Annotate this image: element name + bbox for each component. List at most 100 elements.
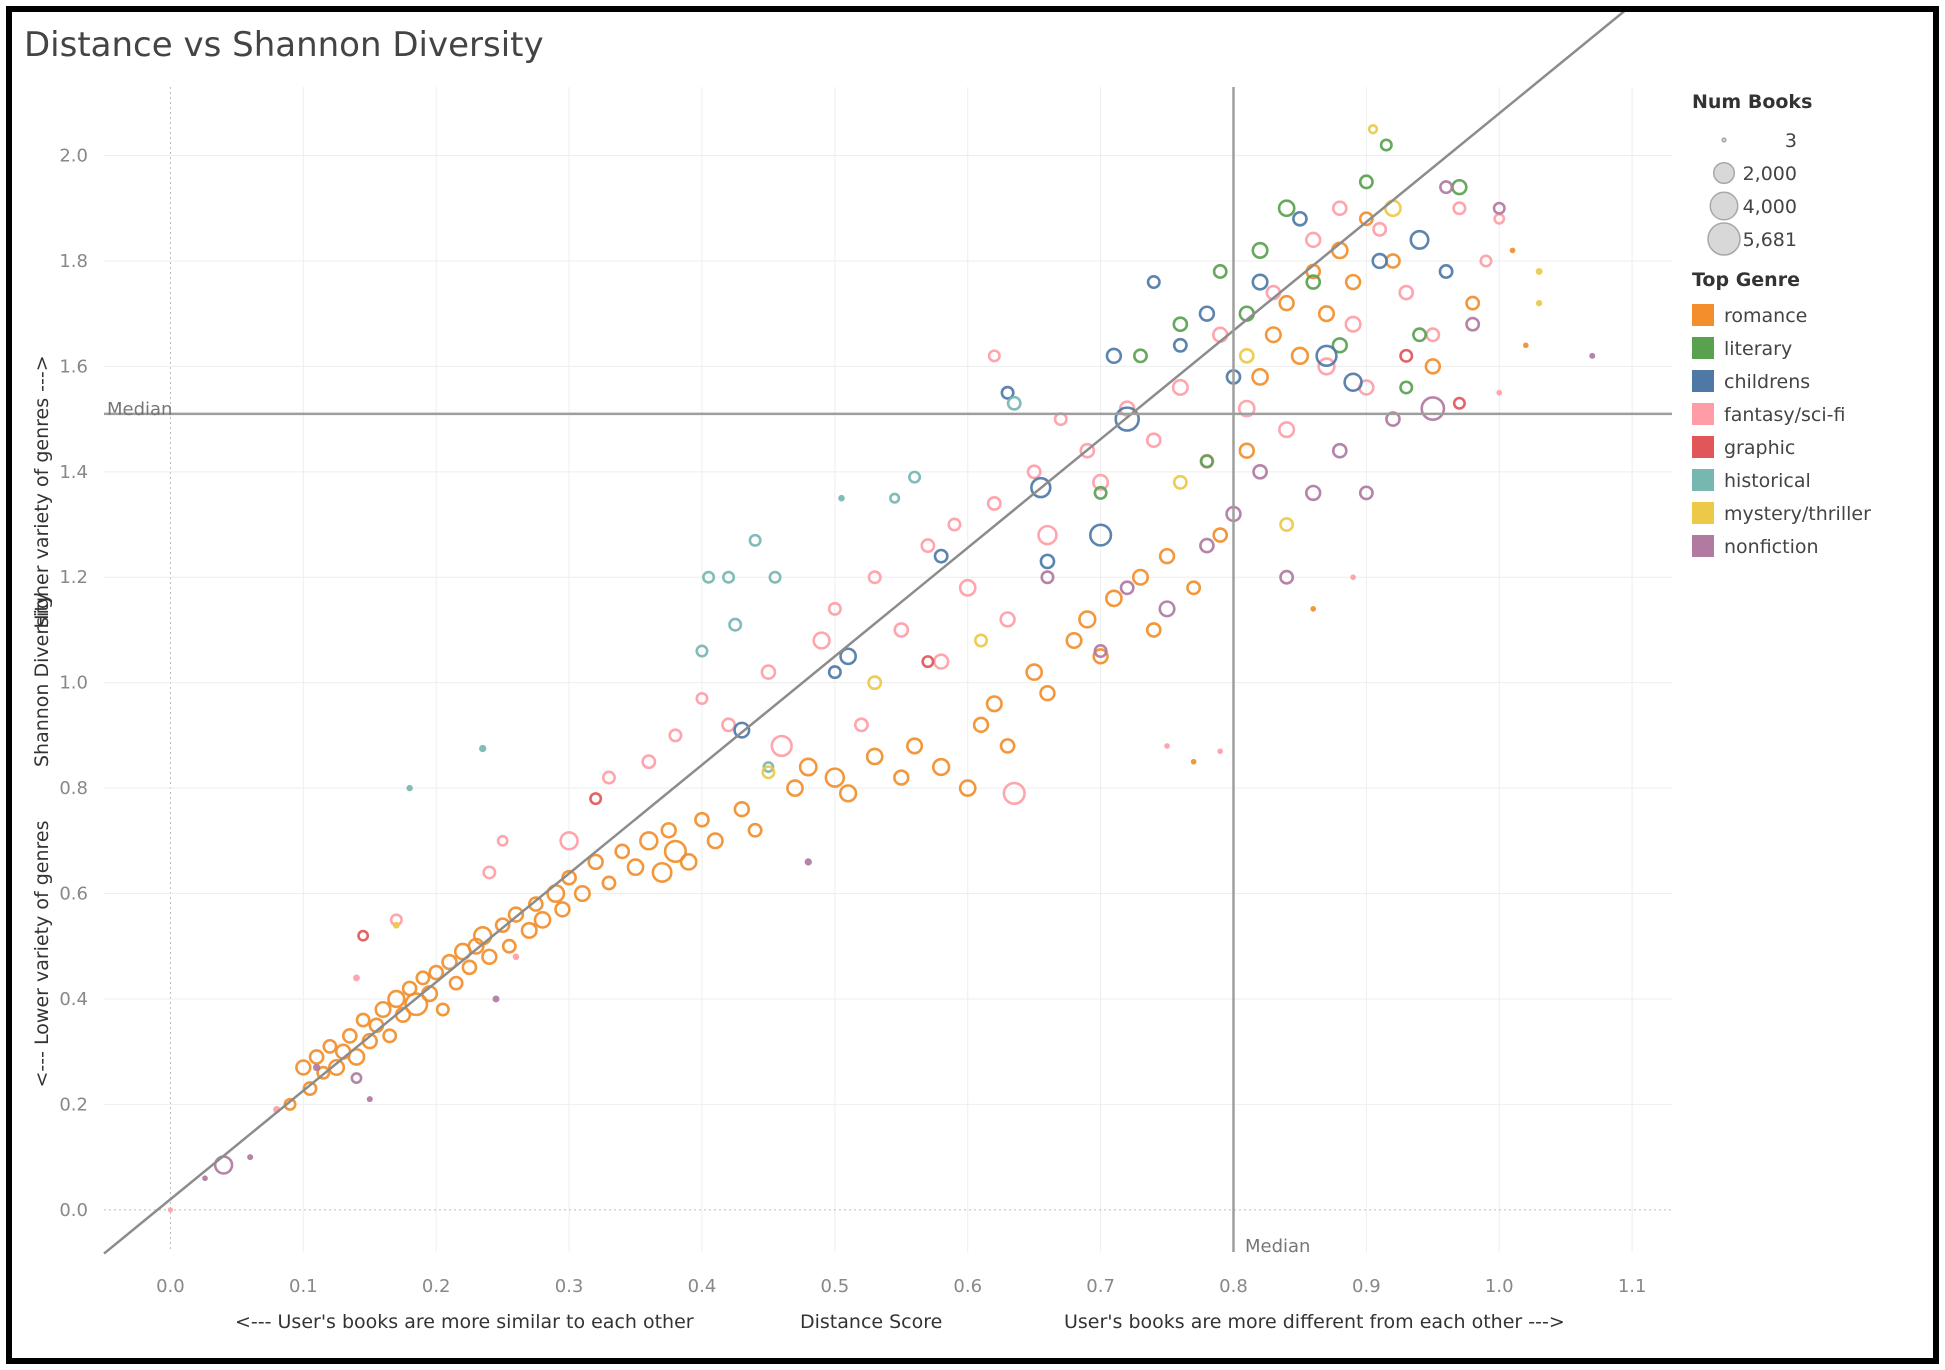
y-tick-label: 1.6 xyxy=(59,356,88,377)
data-point-fantasyscifi xyxy=(559,831,579,851)
data-point-romance xyxy=(660,822,677,839)
x-tick-label: 1.1 xyxy=(1618,1276,1647,1297)
data-point-nonfiction xyxy=(1331,442,1348,459)
data-point-nonfiction xyxy=(1589,352,1596,359)
data-point-graphic xyxy=(357,929,370,942)
x-tick-label: 0.8 xyxy=(1219,1276,1248,1297)
data-point-mysterythriller xyxy=(761,765,776,780)
data-point-childrens xyxy=(1292,210,1308,227)
data-point-fantasyscifi xyxy=(1217,748,1224,755)
data-point-fantasyscifi xyxy=(668,728,683,743)
data-point-fantasyscifi xyxy=(893,622,910,638)
data-point-romance xyxy=(786,779,804,797)
data-point-mysterythriller xyxy=(1535,268,1543,275)
data-point-fantasyscifi xyxy=(1053,412,1068,427)
data-point-romance xyxy=(1105,589,1123,608)
data-point-romance xyxy=(1522,342,1529,349)
data-point-romance xyxy=(1238,442,1255,459)
size-legend-circle xyxy=(1707,222,1741,256)
y-tick-label: 0.6 xyxy=(59,884,88,905)
data-point-fantasyscifi xyxy=(1305,231,1322,249)
y-tick-label: 2.0 xyxy=(59,146,88,167)
data-point-romance xyxy=(1158,547,1176,565)
legend-label: fantasy/sci-fi xyxy=(1724,404,1845,426)
data-point-literary xyxy=(1172,316,1189,333)
data-point-childrens xyxy=(1000,385,1015,400)
data-point-literary xyxy=(1399,380,1414,395)
data-point-childrens xyxy=(827,665,842,680)
color-legend-title: Top Genre xyxy=(1692,269,1800,291)
chart-title: Distance vs Shannon Diversity xyxy=(24,25,544,65)
data-point-romance xyxy=(533,911,552,929)
data-point-romance xyxy=(520,921,538,939)
data-point-fantasyscifi xyxy=(1211,326,1229,343)
data-point-fantasyscifi xyxy=(1372,221,1388,237)
data-point-nonfiction xyxy=(350,1072,363,1084)
grid-layer xyxy=(104,87,1672,1252)
data-point-historical xyxy=(695,644,709,658)
size-legend-circle xyxy=(1712,161,1736,185)
data-point-nonfiction xyxy=(366,1096,373,1103)
legend-swatch xyxy=(1692,337,1714,359)
data-point-romance xyxy=(1251,368,1269,386)
data-point-historical xyxy=(728,617,743,632)
data-point-romance xyxy=(798,757,818,777)
x-tick-label: 0.9 xyxy=(1352,1276,1381,1297)
data-point-nonfiction xyxy=(202,1175,208,1182)
data-point-romance xyxy=(747,822,763,838)
data-point-romance xyxy=(1310,606,1317,612)
data-point-mysterythriller xyxy=(1238,347,1255,364)
data-point-fantasyscifi xyxy=(1037,524,1058,546)
legend-swatch xyxy=(1692,502,1714,524)
x-median-label: Median xyxy=(1245,1236,1310,1257)
data-point-fantasyscifi xyxy=(641,754,657,770)
y-axis-label-bottom: <--- Lower variety of genres xyxy=(31,820,53,1087)
data-point-romance xyxy=(865,747,884,766)
data-point-historical xyxy=(838,494,845,502)
data-point-fantasyscifi xyxy=(1317,357,1336,376)
data-point-literary xyxy=(1451,178,1468,196)
data-point-fantasyscifi xyxy=(920,538,936,554)
data-point-romance xyxy=(587,853,604,871)
data-point-romance xyxy=(448,975,464,991)
data-point-romance xyxy=(639,831,659,851)
data-point-romance xyxy=(327,1058,346,1077)
data-point-fantasyscifi xyxy=(853,717,869,733)
size-legend-circle xyxy=(1709,191,1739,221)
data-point-childrens xyxy=(1146,275,1161,290)
data-point-childrens xyxy=(1438,264,1454,279)
data-point-nonfiction xyxy=(1119,580,1135,596)
x-tick-label: 0.7 xyxy=(1086,1276,1115,1297)
data-point-romance xyxy=(404,992,429,1017)
legend-label: nonfiction xyxy=(1724,536,1819,558)
data-point-romance xyxy=(355,1012,371,1028)
data-point-nonfiction xyxy=(1199,537,1215,554)
x-tick-label: 0.0 xyxy=(156,1276,185,1297)
data-point-fantasyscifi xyxy=(512,953,520,961)
data-point-romance xyxy=(316,1065,331,1080)
data-point-literary xyxy=(1412,327,1427,343)
data-point-mysterythriller xyxy=(1384,199,1402,218)
data-point-fantasyscifi xyxy=(986,495,1002,511)
data-point-literary xyxy=(1379,138,1393,152)
data-point-childrens xyxy=(1371,252,1388,270)
data-point-literary xyxy=(1093,485,1108,500)
data-point-historical xyxy=(889,492,901,504)
data-point-fantasyscifi xyxy=(1237,399,1256,418)
data-point-childrens xyxy=(1105,347,1123,365)
y-median-label: Median xyxy=(107,399,172,420)
trend-line xyxy=(103,12,1626,1255)
data-point-childrens xyxy=(733,721,751,739)
data-point-romance xyxy=(435,1002,450,1017)
data-point-romance xyxy=(1465,295,1481,311)
legend-label: childrens xyxy=(1724,371,1810,393)
y-tick-label: 0.2 xyxy=(59,1094,88,1115)
data-point-romance xyxy=(972,716,990,734)
data-point-romance xyxy=(733,800,751,818)
size-legend-circle xyxy=(1721,137,1727,143)
data-point-fantasyscifi xyxy=(482,865,497,880)
x-tick-label: 0.6 xyxy=(953,1276,982,1297)
data-point-romance xyxy=(985,695,1003,713)
data-point-fantasyscifi xyxy=(601,770,616,785)
data-point-nonfiction xyxy=(1040,570,1055,585)
